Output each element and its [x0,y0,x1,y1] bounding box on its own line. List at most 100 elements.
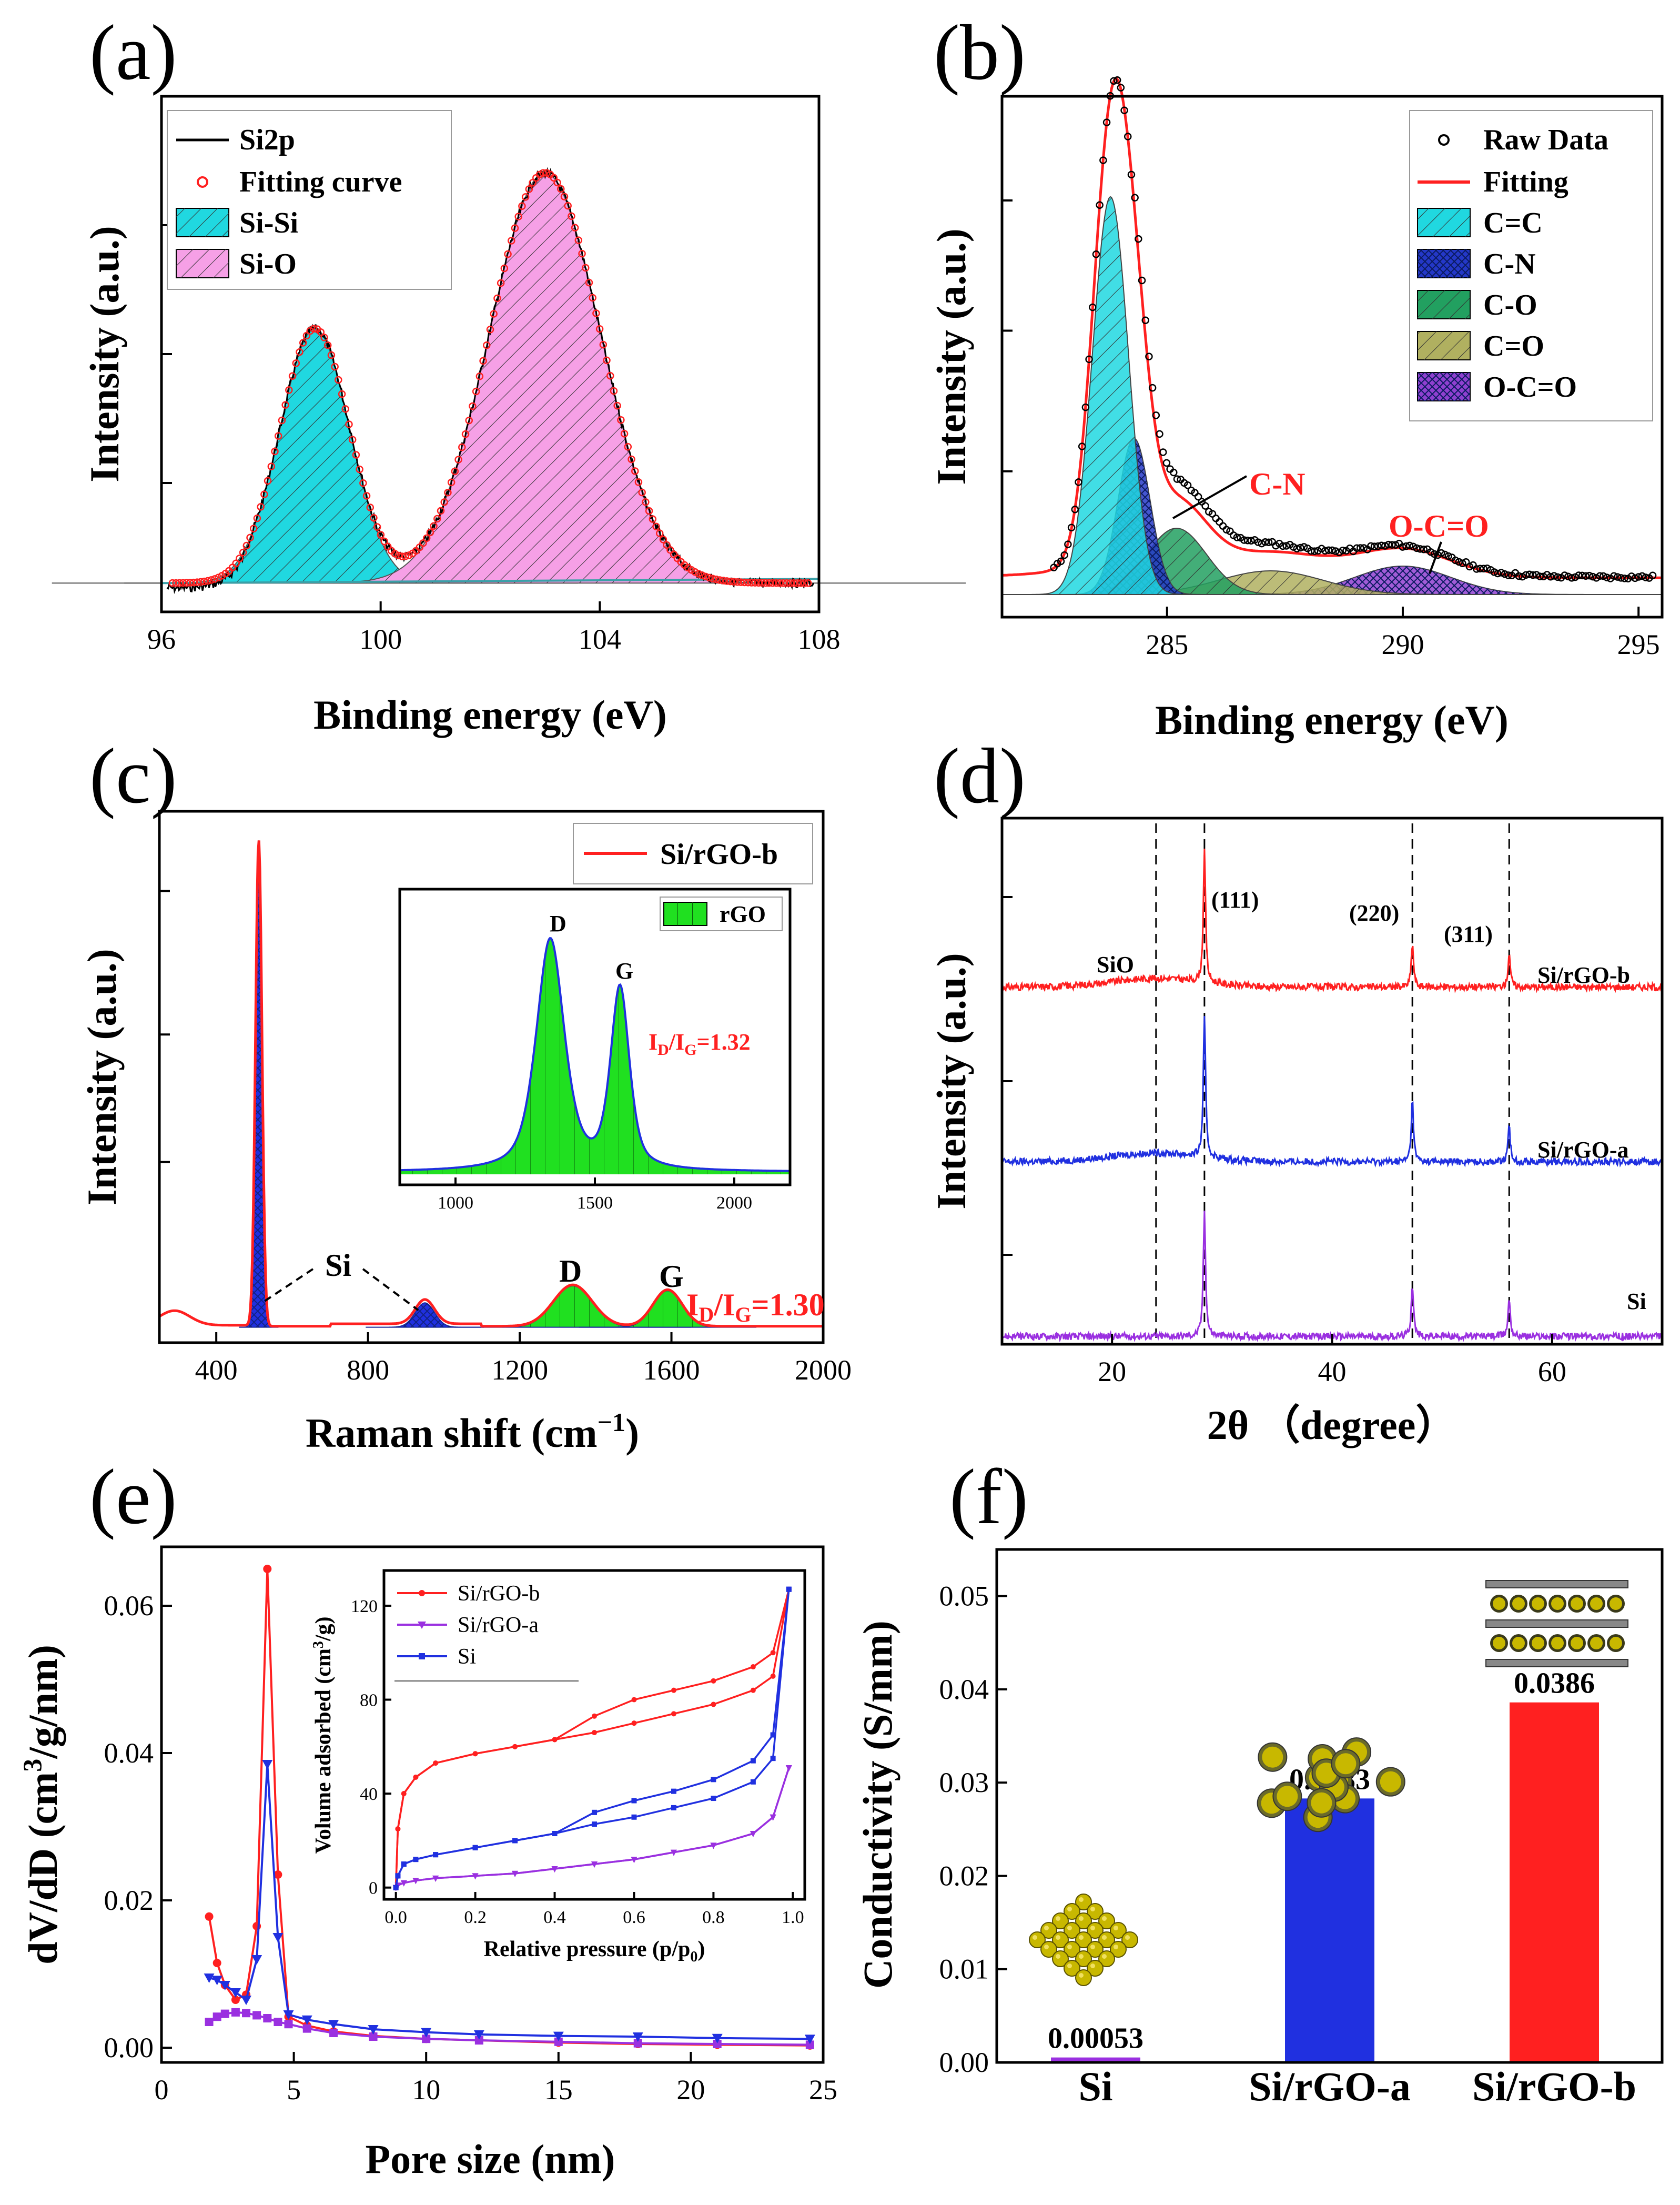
fitting-point [232,559,240,567]
wrapped-particle-core [1277,1786,1298,1807]
panel-e-frame [160,1545,825,2064]
panel-c-x-title-sup: −1 [598,1407,626,1437]
graphene-sheet [1485,1659,1628,1667]
fitting-point [186,579,194,587]
annot-ratio-sub2: G [735,1303,751,1326]
fitting-point [440,498,448,506]
inset-x-tick-label: 1.0 [782,1908,804,1927]
fitting-point [539,169,547,177]
fitting-point [765,579,773,587]
fitting-point [239,548,247,557]
particle-highlight [1114,1945,1118,1949]
raw-data-point [1370,542,1379,550]
raw-data-point [1532,571,1541,579]
layer-particle-core [1493,1637,1505,1649]
panel-c-tag: (c) [89,732,177,820]
raw-data-point [1420,546,1428,553]
panel-c-x-title: Raman shift (cm−1) [306,1407,639,1456]
fitting-point [179,579,187,587]
inset-y-tick-label: 120 [351,1597,378,1616]
raw-data-point [1328,546,1336,555]
raw-data-point [1060,551,1068,559]
isotherm-marker-si [401,1861,407,1867]
raw-data-point [1243,536,1252,545]
isotherm-marker-si [631,1798,637,1804]
fitting-point [172,579,180,587]
fitting-point [356,465,363,474]
fitting-point [437,507,445,515]
fitting-point [529,179,537,187]
fitting-point [543,169,551,177]
raw-data-point [1381,542,1389,550]
raw-data-point [1324,546,1333,554]
fitting-point [508,237,515,245]
fitting-point [310,325,318,333]
graphene-sheet [1485,1580,1628,1588]
panel-e-inset-plot [392,1586,792,1891]
fitting-point [246,533,254,542]
series-label-si: Si [1627,1288,1646,1314]
isotherm-marker-si-rgo-b [401,1791,407,1797]
fitting-point [793,579,802,587]
psd-marker-si [632,2032,643,2042]
psd-marker-si-rgo-a [422,2035,431,2043]
fitting-point [663,541,671,549]
raw-data-point [1459,559,1466,567]
fitting-point [348,436,357,444]
legend-label-si-rgo-b-c: Si/rGO-b [660,838,778,871]
legend-swatch-si-si-hatch [176,208,229,237]
psd-marker-si [712,2033,723,2043]
raw-data-point [1183,481,1192,489]
peak-hatch-si-0 [239,840,279,1327]
isotherm-marker-si-rgo-b [750,1687,756,1693]
isotherm-adsorption-si-rgo-a [395,1767,790,1888]
x-tick-label: 20 [676,2074,705,2106]
inset-annot-d: D [550,911,566,937]
fitting-point [726,577,734,586]
inset-e-y-title-tail: /g) [311,1616,336,1642]
fitting-point [801,579,808,587]
raw-data-point [1173,475,1181,483]
raw-data-point [1356,544,1364,552]
isotherm-marker-si-rgo-b [671,1687,676,1693]
fitting-point [589,294,596,302]
raw-data-point [1300,543,1308,551]
panel-a-y-title: Intensity (a.u.) [82,226,127,482]
fitting-point [419,539,427,547]
annot-ratio-sub1: D [699,1303,714,1326]
fitting-point [327,351,336,359]
legend-swatch-o-c-o-hatch [1418,372,1470,401]
fitting-point [613,401,621,410]
wrapped-particle-core [1315,1763,1337,1784]
peak-label-311: (311) [1444,921,1493,947]
particle-highlight [1079,1954,1084,1959]
psd-marker-si-rgo-b [231,1996,240,2004]
fitting-point [493,294,501,303]
fitting-point [264,477,272,485]
isotherm-marker-si [750,1779,756,1785]
fitting-point [634,478,643,486]
panel-d-x-ticks: 20 40 60 [1002,896,1566,1387]
fitting-point [747,579,756,587]
panel-e: (e) 0 5 10 15 20 250.000.020.040.06 Pore size… [17,1453,837,2182]
legend-label-si-o: Si-O [239,248,297,280]
fitting-point [430,522,438,530]
raw-data-point [1522,571,1530,579]
isotherm-adsorption-si-rgo-b [394,1589,790,1888]
raw-data-point [1279,542,1287,550]
fitting-point [737,578,745,586]
isotherm-marker-si [786,1586,792,1592]
fitting-point [176,579,184,587]
fitting-point [345,420,353,428]
raw-data-point [1561,571,1568,579]
panel-c-inset-plot [399,937,790,1174]
panel-e-inset-x-title: Relative pressure (p/p0) [484,1937,705,1965]
raw-data-point [1529,571,1537,579]
particle-highlight [1079,1916,1084,1921]
panel-c-inset: 1000 1500 2000 rGO D G ID/IG=1.32 [398,888,792,1213]
raw-data-point [1075,478,1082,486]
inset-rgo-hatch [400,938,790,1174]
annot-ratio-i: I [686,1287,699,1322]
isotherm-marker-si [711,1777,716,1783]
psd-marker-si-rgo-a [284,2020,293,2029]
